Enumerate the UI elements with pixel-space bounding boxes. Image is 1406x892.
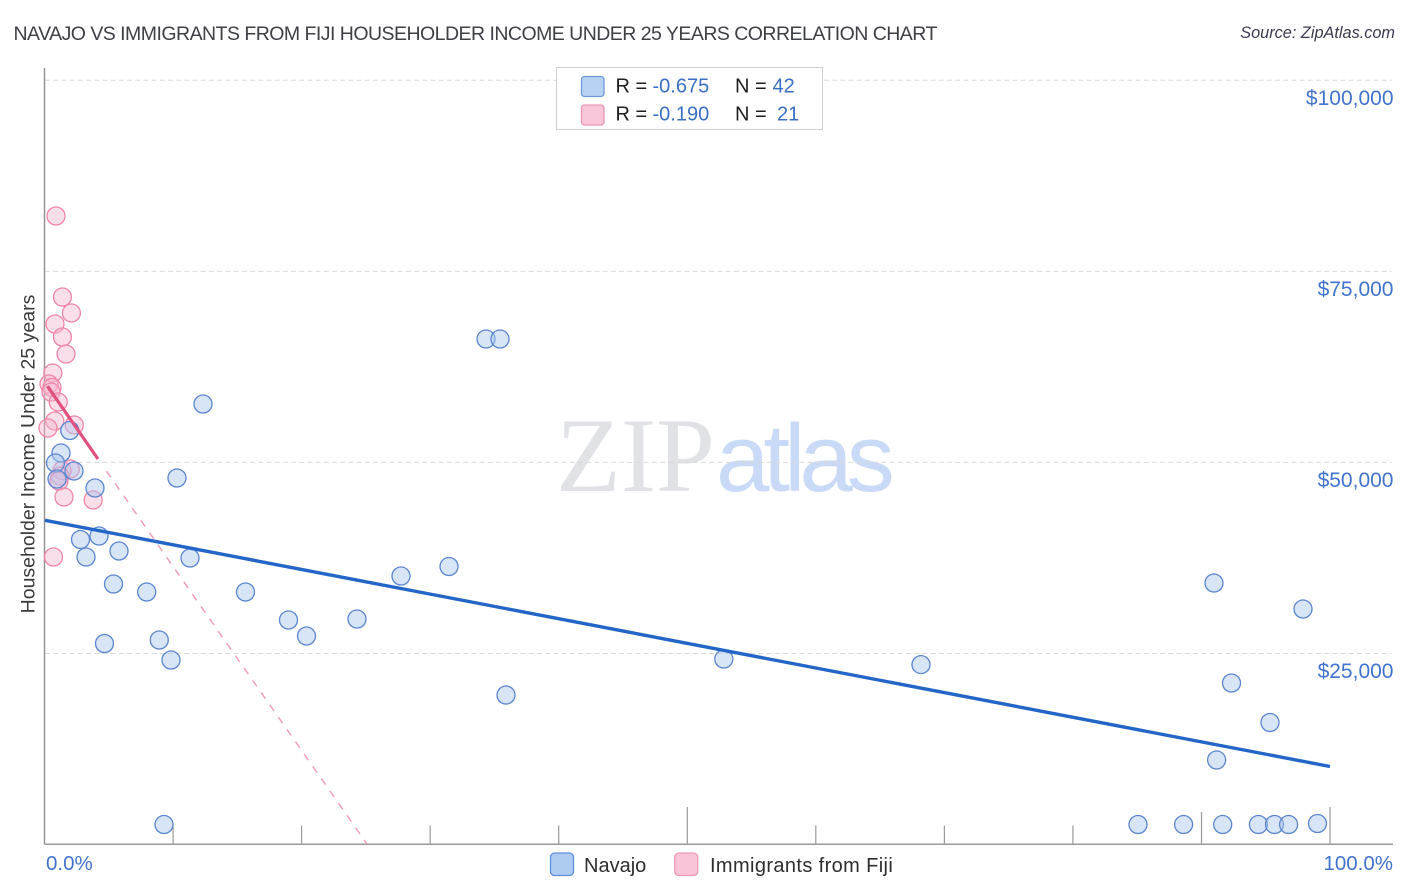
svg-text:NAVAJO VS IMMIGRANTS FROM FIJI: NAVAJO VS IMMIGRANTS FROM FIJI HOUSEHOLD… bbox=[14, 23, 938, 45]
svg-text:N =: N = bbox=[735, 76, 767, 98]
svg-text:Immigrants from Fiji: Immigrants from Fiji bbox=[710, 855, 893, 877]
svg-text:Navajo: Navajo bbox=[584, 855, 646, 877]
svg-text:N =: N = bbox=[735, 104, 767, 126]
svg-text:$75,000: $75,000 bbox=[1318, 278, 1394, 301]
svg-text:$25,000: $25,000 bbox=[1318, 660, 1394, 683]
svg-text:Householder Income Under 25 ye: Householder Income Under 25 years bbox=[18, 294, 40, 613]
svg-text:100.0%: 100.0% bbox=[1323, 852, 1393, 875]
svg-text:21: 21 bbox=[777, 104, 799, 126]
svg-text:0.0%: 0.0% bbox=[46, 852, 93, 875]
svg-text:42: 42 bbox=[773, 76, 795, 98]
svg-text:-0.190: -0.190 bbox=[653, 104, 710, 126]
svg-text:$50,000: $50,000 bbox=[1318, 469, 1394, 492]
svg-text:-0.675: -0.675 bbox=[653, 76, 710, 98]
svg-text:Source: ZipAtlas.com: Source: ZipAtlas.com bbox=[1240, 24, 1395, 42]
svg-text:R =: R = bbox=[616, 76, 648, 98]
svg-text:$100,000: $100,000 bbox=[1306, 87, 1394, 110]
svg-text:R =: R = bbox=[616, 104, 648, 126]
svg-text:atlas: atlas bbox=[716, 405, 892, 512]
svg-text:ZIP: ZIP bbox=[556, 397, 715, 514]
